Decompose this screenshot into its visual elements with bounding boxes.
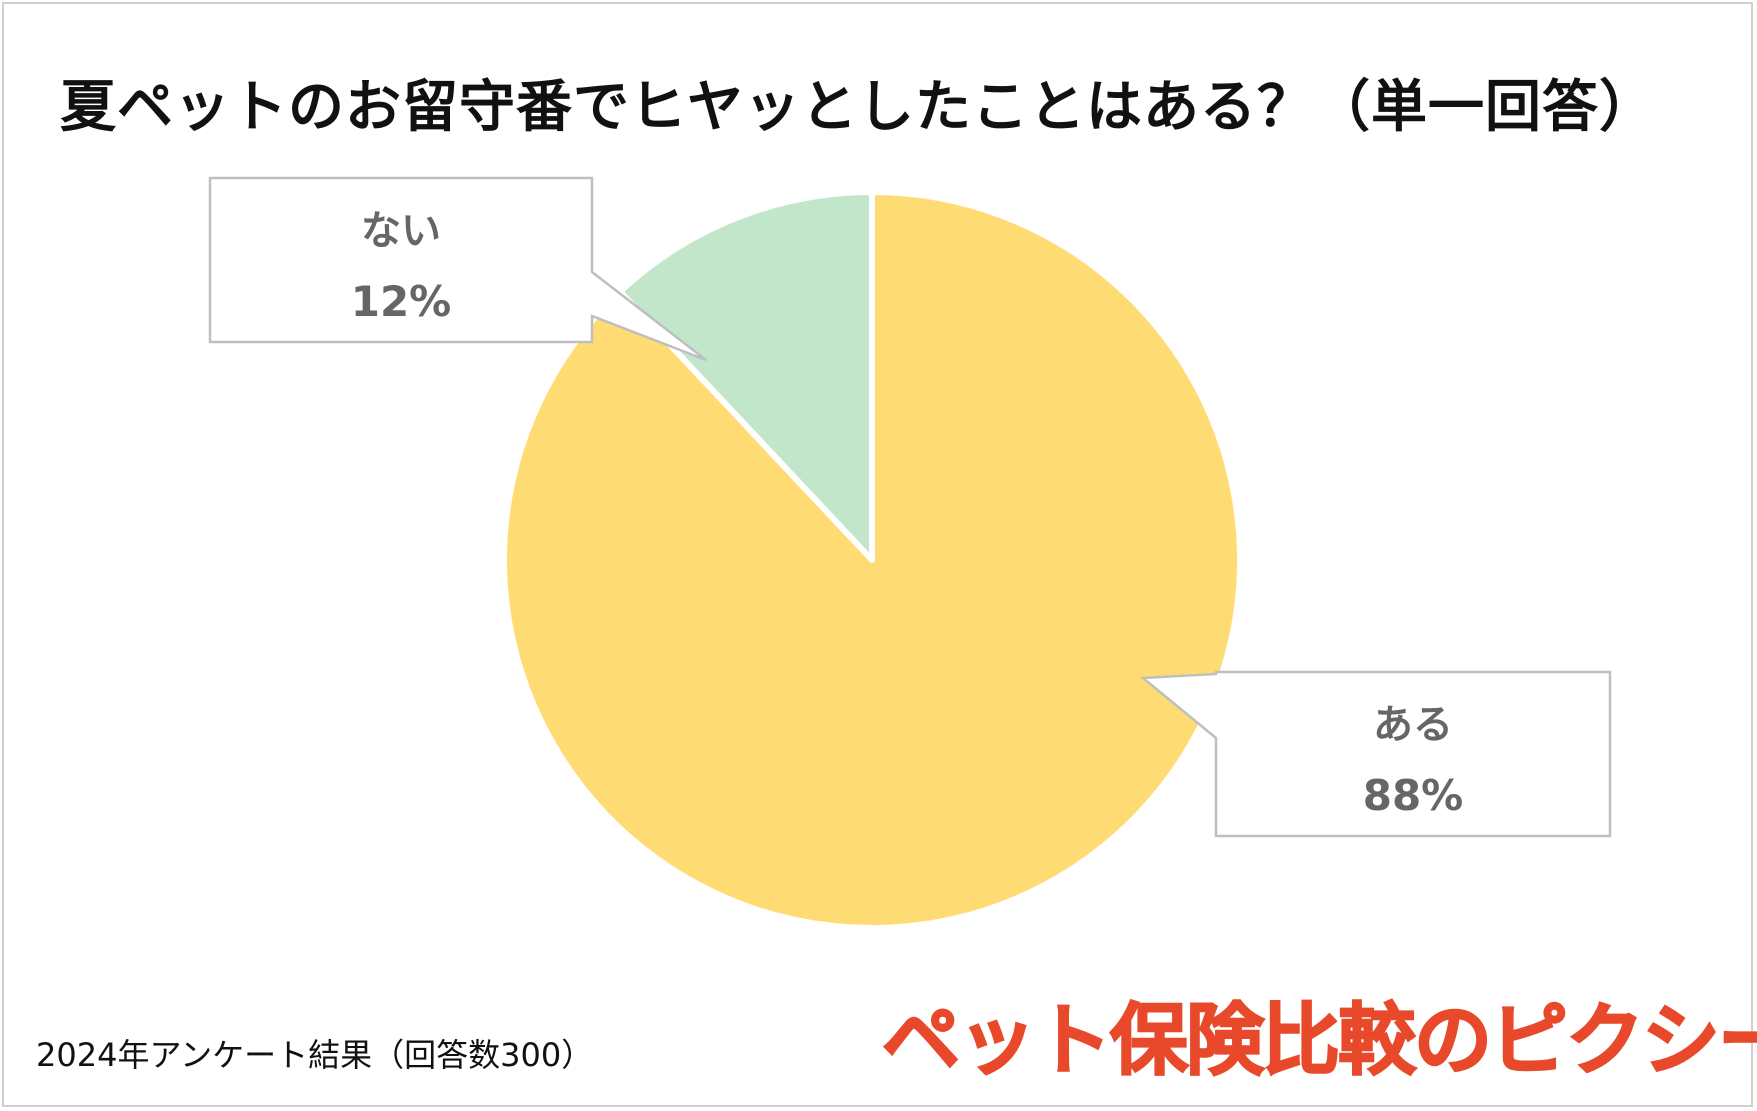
pie-slice-aru xyxy=(501,189,1243,931)
slice-percent-label: 12% xyxy=(351,277,452,326)
chart-title: 夏ペットのお留守番でヒヤッとしたことはある？（単一回答） xyxy=(60,75,1656,140)
slice-category-label: ある xyxy=(1373,702,1453,748)
slice-category-label: ない xyxy=(361,208,441,254)
callout-aru: ある 88% xyxy=(1139,670,1612,838)
pie-slices xyxy=(501,189,1243,931)
brand-logo: ペット保険比較のピクシー xyxy=(881,995,1757,1087)
callout-box xyxy=(1139,670,1612,838)
callout-box xyxy=(208,176,707,362)
callout-nai: ない 12% xyxy=(208,176,707,362)
pie-slice-nai xyxy=(617,189,875,563)
survey-footnote: 2024年アンケート結果（回答数300） xyxy=(36,1036,594,1074)
pie-callouts: ない 12% ある 88% xyxy=(208,176,1612,838)
slice-percent-label: 88% xyxy=(1363,771,1464,820)
